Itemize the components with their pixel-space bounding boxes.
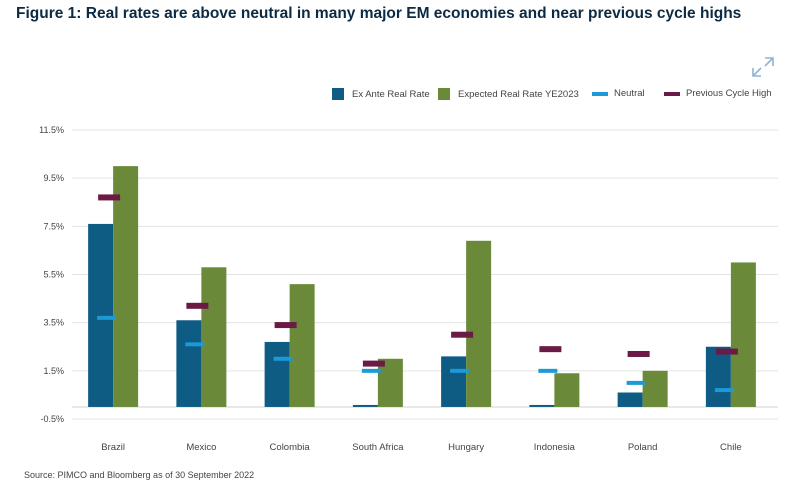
bar-expected [730,262,756,407]
legend-label-expected: Expected Real Rate YE2023 [458,88,579,100]
legend-swatch-ex-ante [332,88,344,100]
previous-high-marker [539,346,562,353]
legend-item-ex-ante: Ex Ante Real Rate [332,88,430,100]
chart-legend: Ex Ante Real Rate Expected Real Rate YE2… [0,88,800,104]
legend-swatch-previous-high [664,91,680,96]
neutral-marker [273,356,293,361]
bar-ex-ante [176,320,202,407]
x-tick-label: Chile [720,442,742,453]
legend-label-previous-high: Previous Cycle High [686,88,772,99]
bar-expected [554,373,580,407]
neutral-marker [450,368,470,373]
bar-ex-ante [617,392,643,407]
expand-arrows-icon[interactable] [748,52,778,82]
bar-expected [289,284,315,407]
source-note: Source: PIMCO and Bloomberg as of 30 Sep… [24,470,255,480]
previous-high-marker [715,348,738,355]
bar-expected [377,358,403,407]
neutral-marker [97,315,117,320]
x-tick-label: South Africa [352,442,404,453]
neutral-marker [185,342,205,347]
bar-ex-ante [352,404,378,407]
x-tick-label: Mexico [186,442,216,453]
bar-expected [113,166,139,407]
bar-expected [642,370,668,407]
y-tick-label: -0.5% [40,414,64,424]
x-tick-label: Hungary [448,442,484,453]
y-tick-label: 11.5% [39,125,64,135]
bar-ex-ante [88,223,114,407]
neutral-marker [626,380,646,385]
legend-swatch-neutral [592,91,608,96]
neutral-marker [538,368,558,373]
y-tick-label: 5.5% [43,270,64,280]
x-tick-label: Poland [628,442,658,453]
previous-high-marker [451,331,474,338]
previous-high-marker [274,322,297,329]
x-tick-label: Brazil [101,442,125,453]
legend-item-previous-high: Previous Cycle High [664,88,772,99]
bar-expected [466,240,492,407]
previous-high-marker [362,360,385,367]
x-tick-label: Indonesia [534,442,576,453]
chart-title: Figure 1: Real rates are above neutral i… [16,5,742,22]
bar-ex-ante [441,356,467,407]
previous-high-marker [98,194,121,201]
neutral-marker [714,388,734,393]
legend-label-ex-ante: Ex Ante Real Rate [352,88,430,100]
bar-ex-ante [264,341,290,407]
y-tick-label: 3.5% [43,318,64,328]
y-tick-label: 7.5% [43,221,64,231]
neutral-marker [361,368,381,373]
legend-label-neutral: Neutral [614,88,645,99]
previous-high-marker [186,302,209,309]
bar-ex-ante [529,404,555,407]
legend-item-neutral: Neutral [592,88,645,99]
bar-expected [201,267,227,407]
previous-high-marker [627,350,650,357]
y-tick-label: 1.5% [43,366,64,376]
bar-ex-ante [705,346,731,407]
y-tick-label: 9.5% [43,173,64,183]
x-tick-label: Colombia [270,442,311,453]
legend-item-expected: Expected Real Rate YE2023 [438,88,579,100]
legend-swatch-expected [438,88,450,100]
